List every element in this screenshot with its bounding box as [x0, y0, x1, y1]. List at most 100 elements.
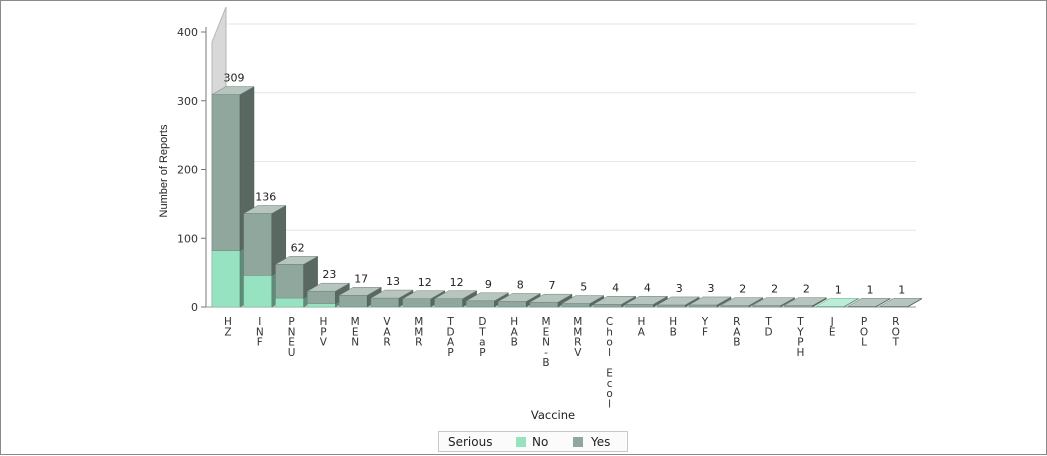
- bar-top-HB: [656, 296, 701, 306]
- y-tick-label-400: 400: [177, 26, 198, 39]
- data-label-HA: 4: [644, 281, 651, 294]
- data-label-JE: 1: [835, 283, 842, 296]
- bar-top-INF: [242, 205, 287, 214]
- bar-Chol Ecol-yes: [593, 304, 622, 308]
- bar-HAB-yes: [497, 301, 527, 307]
- bar-top-TD: [751, 297, 796, 306]
- bar-top-HAB: [497, 293, 542, 302]
- data-label-INF: 136: [255, 191, 276, 204]
- bar-HB-yes: [656, 304, 686, 308]
- bar-top-MEN: [338, 287, 383, 296]
- data-label-HPV: 23: [322, 268, 336, 281]
- legend-swatch-no: [516, 437, 526, 447]
- data-label-VAR: 13: [386, 275, 400, 288]
- data-label-RAB: 2: [739, 283, 746, 296]
- legend: Serious No Yes: [438, 431, 628, 452]
- x-tick-label-MEN-B: M E N -B: [541, 316, 550, 369]
- data-label-DTaP: 9: [485, 278, 492, 291]
- bar-TDAP-yes: [434, 298, 463, 307]
- bar-DTaP-yes: [466, 300, 495, 307]
- y-tick-label-100: 100: [177, 232, 198, 245]
- data-label-MEN: 17: [354, 272, 368, 285]
- data-label-TDAP: 12: [450, 276, 464, 289]
- bar-top-JE: [815, 298, 860, 307]
- bar-top-TYPH: [783, 297, 828, 306]
- x-tick-label-Chol Ecol: Chol Ecol: [606, 316, 613, 410]
- data-label-MMR: 12: [418, 276, 432, 289]
- data-label-POL: 1: [867, 283, 874, 296]
- data-label-HB: 3: [676, 282, 683, 295]
- data-label-PNEU: 62: [291, 241, 305, 254]
- bar-top-HZ: [211, 86, 255, 95]
- bar-top-RAB: [719, 297, 764, 306]
- bar-HZ-no: [211, 250, 241, 308]
- y-axis-title: Number of Reports: [158, 124, 170, 217]
- data-label-HAB: 8: [517, 279, 524, 292]
- legend-label-yes: Yes: [591, 435, 611, 449]
- bar-INF-no: [243, 275, 273, 308]
- bar-top-DTaP: [465, 292, 510, 302]
- bar-top-MMRV: [560, 295, 605, 304]
- bar-top-TDAP: [433, 290, 478, 299]
- bar-PNEU-yes: [275, 264, 304, 299]
- y-tick-label-0: 0: [191, 301, 198, 314]
- data-label-ROT: 1: [898, 283, 905, 296]
- bar-top-MMR: [401, 290, 446, 299]
- x-axis-title: Vaccine: [531, 408, 575, 422]
- data-label-MMRV: 5: [580, 281, 587, 294]
- bar-MMR-yes: [402, 298, 432, 307]
- bar-top-HA: [624, 296, 669, 305]
- bar-INF-yes: [243, 213, 273, 276]
- bar-top-POL: [847, 298, 891, 307]
- y-tick-label-300: 300: [177, 95, 198, 108]
- bar-MEN-B-yes: [529, 301, 559, 308]
- bar-top-ROT: [878, 298, 923, 307]
- bar-HPV-yes: [307, 290, 336, 304]
- bar-HA-yes: [625, 304, 654, 308]
- bar-HZ-yes: [211, 94, 241, 251]
- bar-PNEU-no: [275, 297, 304, 308]
- bar-top-PNEU: [274, 256, 319, 265]
- y-tick-label-200: 200: [177, 164, 198, 177]
- legend-title: Serious: [448, 435, 493, 449]
- bar-top-Chol Ecol: [592, 296, 637, 305]
- legend-label-no: No: [532, 435, 549, 449]
- data-label-YF: 3: [708, 282, 715, 295]
- bar-MEN-yes: [338, 295, 368, 307]
- data-label-Chol Ecol: 4: [612, 281, 619, 294]
- data-label-HZ: 309: [224, 72, 245, 85]
- legend-swatch-yes: [573, 437, 583, 447]
- bar-VAR-yes: [370, 297, 400, 307]
- bar-YF-yes: [688, 304, 718, 308]
- bar-MMRV-yes: [561, 303, 591, 307]
- bar-top-YF: [688, 296, 732, 306]
- bar-top-HPV: [306, 282, 351, 292]
- data-label-MEN-B: 7: [549, 279, 556, 292]
- data-label-TD: 2: [771, 283, 778, 296]
- bar-top-MEN-B: [529, 293, 573, 303]
- data-label-TYPH: 2: [803, 283, 810, 296]
- bar-top-VAR: [370, 289, 414, 299]
